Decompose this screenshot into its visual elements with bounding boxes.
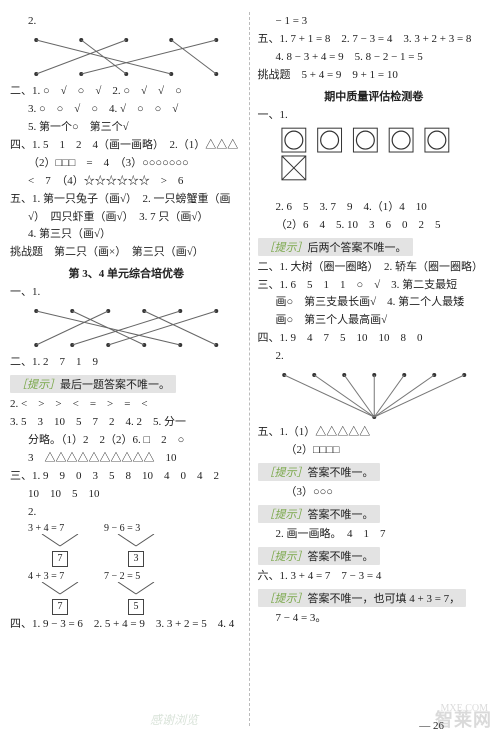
rsec4-line: 四、1. 9 4 7 5 10 10 8 0	[258, 331, 491, 347]
hint-box-2: ［提示］后两个答案不唯一。	[258, 238, 413, 256]
fan-diagram	[258, 367, 491, 423]
compare-line: 2. < > > < = > = <	[10, 397, 243, 413]
hint-text-3: 答案不唯一。	[308, 467, 374, 479]
rsec5-line1: 五、1. 7 + 1 = 8 2. 7 − 3 = 4 3. 3 + 2 + 3…	[258, 32, 491, 48]
number-tree: 7 − 2 = 5 5	[104, 571, 168, 615]
hint-text-2: 后两个答案不唯一。	[308, 242, 407, 254]
rsec1-label: 一、1.	[258, 108, 491, 124]
watermark-sub: MXE.COM	[440, 703, 488, 714]
sec5-line1: 五、1. 第一只兔子（画√） 2. 一只螃蟹重（画	[10, 192, 243, 208]
number-tree: 4 + 3 = 7 7	[28, 571, 92, 615]
sec4-line1: 四、1. 5 1 2 4（画一画略） 2.（1）△△△	[10, 138, 243, 154]
fan-label: 2.	[276, 349, 491, 365]
rsec3-line3: 画○ 第三个人最高画√	[276, 313, 491, 329]
sec4b-line: 四、1. 9 − 3 = 6 2. 5 + 4 = 9 3. 3 + 2 = 5…	[10, 617, 243, 633]
sec4-line2: （2）□□□ = 4 （3）○○○○○○○	[28, 156, 243, 172]
hint-box-6: ［提示］答案不唯一，也可填 4 + 3 = 7，	[258, 589, 467, 607]
continuation-line: − 1 = 3	[276, 14, 491, 30]
hint-text-6: 答案不唯一，也可填 4 + 3 = 7，	[308, 593, 461, 605]
misc-line2: 分略。（1）2 2（2）6. □ 2 ○	[28, 433, 243, 449]
rsec6-line2: 7 − 4 = 3。	[276, 611, 491, 627]
hint-text-5: 答案不唯一。	[308, 551, 374, 563]
hint-label-5: ［提示］	[264, 551, 308, 563]
hint-box-5: ［提示］答案不唯一。	[258, 547, 380, 565]
number-tree: 9 − 6 = 3 3	[104, 523, 168, 567]
hint-box-4: ［提示］答案不唯一。	[258, 505, 380, 523]
rsec5b-line3: （3）○○○	[286, 485, 491, 501]
misc-line1: 3. 5 3 10 5 7 2 4. 2 5. 分一	[10, 415, 243, 431]
rsec5b-line2: （2）□□□□	[286, 443, 491, 459]
sec5-line3: 4. 第三只（画√）	[28, 227, 243, 243]
rsec5b-line1: 五、1.（1）△△△△△	[258, 425, 491, 441]
sec2-line3: 5. 第一个○ 第三个√	[28, 120, 243, 136]
page-root: 2. 二、1. ○ √ ○ √ 2. ○ √ √ ○ 3. ○ ○ √ ○ 4.…	[0, 0, 500, 736]
sec5-line2: √） 四只虾重（画√） 3. 7 只（画√）	[28, 210, 243, 226]
rsec2-line: 二、1. 大树（圈一圈略） 2. 轿车（圈一圈略）	[258, 260, 491, 276]
crossing-diagram-2	[10, 303, 243, 353]
shapes-in-boxes	[272, 126, 491, 182]
hint-text-1: 最后一题答案不唯一。	[60, 379, 170, 391]
hint-label-4: ［提示］	[264, 509, 308, 521]
misc-line3: 3 △△△△△△△△△△ 10	[28, 451, 243, 467]
two-column-layout: 2. 二、1. ○ √ ○ √ 2. ○ √ √ ○ 3. ○ ○ √ ○ 4.…	[10, 12, 490, 726]
midterm-title: 期中质量评估检测卷	[258, 88, 491, 104]
item2-2-label: 2.	[28, 505, 243, 521]
number-tree-diagrams: 3 + 4 = 7 7 9 − 6 = 3 3 4 + 3 = 7 7 7 − …	[10, 523, 243, 615]
number-tree: 3 + 4 = 7 7	[28, 523, 92, 567]
cross1-svg	[34, 38, 218, 76]
sec4-line3: < 7 （4）☆☆☆☆☆☆ > 6	[28, 174, 243, 190]
hint-label-1: ［提示］	[16, 379, 60, 391]
left-column: 2. 二、1. ○ √ ○ √ 2. ○ √ √ ○ 3. ○ ○ √ ○ 4.…	[10, 12, 250, 726]
sec2b-line: 二、1. 2 7 1 9	[10, 355, 243, 371]
crossing-diagram-1	[10, 32, 243, 82]
hint-text-4: 答案不唯一。	[308, 509, 374, 521]
sec2-line1: 二、1. ○ √ ○ √ 2. ○ √ √ ○	[10, 84, 243, 100]
rsec1-line3: （2）6 4 5. 10 3 6 0 2 5	[276, 218, 491, 234]
rsec3-line2: 画○ 第三支最长画√ 4. 第二个人最矮	[276, 295, 491, 311]
rsec5b-line4: 2. 画一画略。 4 1 7	[276, 527, 491, 543]
hint-box-1: ［提示］最后一题答案不唯一。	[10, 375, 176, 393]
rsec5-line2: 4. 8 − 3 + 4 = 9 5. 8 − 2 − 1 = 5	[276, 50, 491, 66]
hint-label-3: ［提示］	[264, 467, 308, 479]
hint-box-3: ［提示］答案不唯一。	[258, 463, 380, 481]
rsec3-line1: 三、1. 6 5 1 1 ○ √ 3. 第二支最短	[258, 278, 491, 294]
sec3-line2: 10 10 5 10	[28, 487, 243, 503]
challenge-r-line: 挑战题 5 + 4 = 9 9 + 1 = 10	[258, 68, 491, 84]
sec1-label: 一、1.	[10, 285, 243, 301]
hint-label-6: ［提示］	[264, 593, 308, 605]
watermark-thanks: 感谢浏览	[150, 711, 198, 728]
sec2-line2: 3. ○ ○ √ ○ 4. √ ○ ○ √	[28, 102, 243, 118]
item-2-label: 2.	[28, 14, 243, 30]
rsec6-line1: 六、1. 3 + 4 = 7 7 − 3 = 4	[258, 569, 491, 585]
right-column: − 1 = 3 五、1. 7 + 1 = 8 2. 7 − 3 = 4 3. 3…	[258, 12, 491, 726]
sec3-line1: 三、1. 9 9 0 3 5 8 10 4 0 4 2	[10, 469, 243, 485]
hint-label-2: ［提示］	[264, 242, 308, 254]
challenge-line: 挑战题 第二只（画×） 第三只（画√）	[10, 245, 243, 261]
unit-title-1: 第 3、4 单元综合培优卷	[10, 265, 243, 281]
rsec1-line2: 2. 6 5 3. 7 9 4.（1）4 10	[276, 200, 491, 216]
